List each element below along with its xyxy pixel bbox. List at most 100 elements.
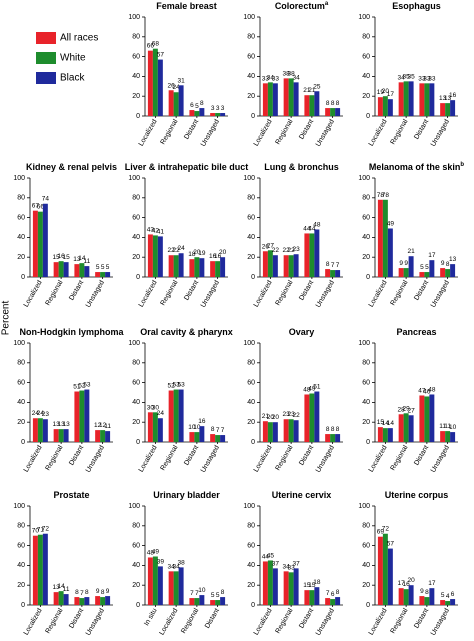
value-label: 33 bbox=[418, 75, 426, 82]
y-tick-label: 40 bbox=[17, 562, 25, 569]
x-tick-label: Distant bbox=[298, 118, 315, 140]
y-tick-label: 0 bbox=[21, 439, 25, 446]
bar bbox=[173, 92, 179, 116]
bar bbox=[377, 427, 383, 442]
bar bbox=[178, 253, 184, 277]
bar bbox=[424, 83, 430, 116]
value-label: 13 bbox=[62, 421, 70, 428]
y-tick-label: 0 bbox=[366, 113, 370, 120]
panel-title: Liver & intrahepatic bile duct bbox=[125, 162, 249, 172]
y-tick-label: 60 bbox=[362, 53, 370, 60]
x-tick-label: Localized bbox=[253, 279, 274, 308]
value-label: 3 bbox=[211, 105, 215, 112]
bar bbox=[42, 203, 48, 277]
bar bbox=[210, 434, 216, 442]
y-tick-label: 40 bbox=[247, 73, 255, 80]
value-label: 17 bbox=[387, 91, 395, 98]
bar bbox=[194, 111, 200, 116]
value-label: 16 bbox=[403, 581, 411, 588]
bar bbox=[382, 96, 388, 116]
bar bbox=[189, 598, 195, 605]
panel-title-text: Urinary bladder bbox=[153, 490, 220, 500]
panel-title-text: Esophagus bbox=[392, 1, 441, 11]
bar bbox=[178, 85, 184, 116]
value-label: 9 bbox=[420, 588, 424, 595]
value-label: 38 bbox=[288, 70, 296, 77]
value-label: 51 bbox=[313, 384, 321, 391]
y-tick-label: 20 bbox=[362, 93, 370, 100]
value-label: 8 bbox=[75, 589, 79, 596]
value-label: 17 bbox=[428, 252, 436, 259]
value-label: 14 bbox=[387, 420, 395, 427]
y-tick-label: 80 bbox=[247, 195, 255, 202]
y-tick-label: 80 bbox=[247, 523, 255, 530]
bar bbox=[272, 255, 278, 277]
bar bbox=[95, 430, 101, 442]
y-axis-label: Percent bbox=[1, 301, 12, 336]
bar bbox=[74, 597, 80, 605]
value-label: 44 bbox=[303, 225, 311, 232]
y-tick-label: 20 bbox=[362, 419, 370, 426]
value-label: 7 bbox=[331, 262, 335, 269]
bar bbox=[445, 431, 451, 442]
x-tick-label: Regional bbox=[390, 279, 410, 307]
value-label: 68 bbox=[152, 41, 160, 48]
bar bbox=[199, 595, 205, 605]
bar bbox=[309, 233, 315, 277]
bar bbox=[304, 394, 310, 442]
bar bbox=[314, 91, 320, 116]
x-tick-label: Unstaged bbox=[315, 118, 336, 148]
value-label: 41 bbox=[157, 228, 165, 235]
value-label: 44 bbox=[262, 553, 270, 560]
bar bbox=[450, 264, 456, 277]
value-label: 23 bbox=[283, 411, 291, 418]
value-label: 48 bbox=[428, 386, 436, 393]
value-label: 34 bbox=[267, 74, 275, 81]
bar bbox=[387, 228, 393, 277]
y-tick-label: 100 bbox=[128, 340, 140, 347]
y-tick-label: 20 bbox=[17, 254, 25, 261]
bar bbox=[147, 50, 153, 116]
x-tick-label: Localized bbox=[159, 607, 180, 636]
bar bbox=[152, 48, 158, 116]
bar bbox=[419, 596, 425, 605]
x-tick-label: Localized bbox=[368, 444, 389, 473]
panel-title-text: Colorectum bbox=[275, 1, 325, 11]
legend-label: White bbox=[60, 53, 86, 64]
value-label: 23 bbox=[288, 411, 296, 418]
bar bbox=[262, 83, 268, 116]
value-label: 38 bbox=[283, 70, 291, 77]
y-tick-label: 40 bbox=[17, 399, 25, 406]
value-label: 46 bbox=[423, 388, 431, 395]
bar bbox=[288, 78, 294, 116]
bar bbox=[419, 272, 425, 277]
bar bbox=[37, 211, 43, 277]
value-label: 13 bbox=[53, 421, 61, 428]
value-label: 27 bbox=[267, 242, 275, 249]
bar bbox=[293, 420, 299, 442]
y-tick-label: 20 bbox=[132, 93, 140, 100]
bar bbox=[84, 389, 90, 442]
bar bbox=[220, 257, 226, 277]
value-label: 15 bbox=[377, 419, 385, 426]
bar bbox=[440, 103, 446, 116]
bar bbox=[387, 428, 393, 442]
y-tick-label: 0 bbox=[136, 439, 140, 446]
bar bbox=[262, 421, 268, 442]
bar bbox=[272, 83, 278, 116]
bar bbox=[63, 262, 69, 277]
value-label: 9 bbox=[404, 260, 408, 267]
value-label: 24 bbox=[177, 245, 185, 252]
x-tick-label: Unstaged bbox=[430, 607, 451, 636]
value-label: 14 bbox=[58, 583, 66, 590]
y-tick-label: 100 bbox=[243, 175, 255, 182]
panel-title: Lung & bronchus bbox=[264, 162, 339, 172]
panel-title-text: Pancreas bbox=[396, 327, 436, 337]
panel-title-text: Kidney & renal pelvis bbox=[26, 162, 117, 172]
y-tick-label: 40 bbox=[247, 562, 255, 569]
x-tick-label: Localized bbox=[23, 607, 44, 636]
panel-title: Pancreas bbox=[396, 327, 436, 337]
y-tick-label: 60 bbox=[362, 214, 370, 221]
bar bbox=[288, 255, 294, 277]
